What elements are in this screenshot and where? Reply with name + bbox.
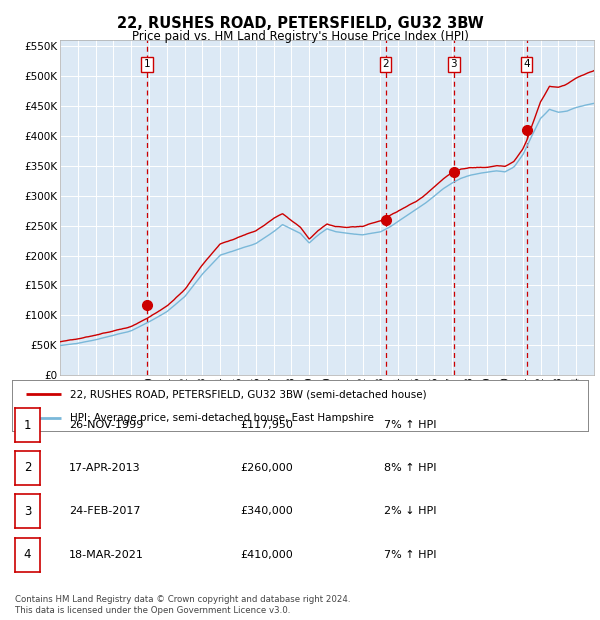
Text: 22, RUSHES ROAD, PETERSFIELD, GU32 3BW (semi-detached house): 22, RUSHES ROAD, PETERSFIELD, GU32 3BW (… [70,389,426,399]
Text: 18-MAR-2021: 18-MAR-2021 [69,549,144,560]
Text: 3: 3 [24,505,31,518]
Text: 1: 1 [144,60,151,69]
Text: 3: 3 [451,60,457,69]
Text: 2% ↓ HPI: 2% ↓ HPI [384,506,437,516]
Text: 4: 4 [24,548,31,561]
Text: 24-FEB-2017: 24-FEB-2017 [69,506,140,516]
Text: £117,950: £117,950 [240,420,293,430]
Text: 26-NOV-1999: 26-NOV-1999 [69,420,143,430]
Text: 8% ↑ HPI: 8% ↑ HPI [384,463,437,473]
Text: 17-APR-2013: 17-APR-2013 [69,463,140,473]
Text: HPI: Average price, semi-detached house, East Hampshire: HPI: Average price, semi-detached house,… [70,413,373,423]
Text: 2: 2 [382,60,389,69]
Text: 7% ↑ HPI: 7% ↑ HPI [384,420,437,430]
Text: 1: 1 [24,418,31,432]
Text: Price paid vs. HM Land Registry's House Price Index (HPI): Price paid vs. HM Land Registry's House … [131,30,469,43]
Text: Contains HM Land Registry data © Crown copyright and database right 2024.: Contains HM Land Registry data © Crown c… [15,595,350,604]
Text: 4: 4 [523,60,530,69]
Text: £410,000: £410,000 [240,549,293,560]
Text: 22, RUSHES ROAD, PETERSFIELD, GU32 3BW: 22, RUSHES ROAD, PETERSFIELD, GU32 3BW [116,16,484,31]
Text: This data is licensed under the Open Government Licence v3.0.: This data is licensed under the Open Gov… [15,606,290,616]
Text: 7% ↑ HPI: 7% ↑ HPI [384,549,437,560]
Text: £340,000: £340,000 [240,506,293,516]
Text: £260,000: £260,000 [240,463,293,473]
Text: 2: 2 [24,461,31,474]
